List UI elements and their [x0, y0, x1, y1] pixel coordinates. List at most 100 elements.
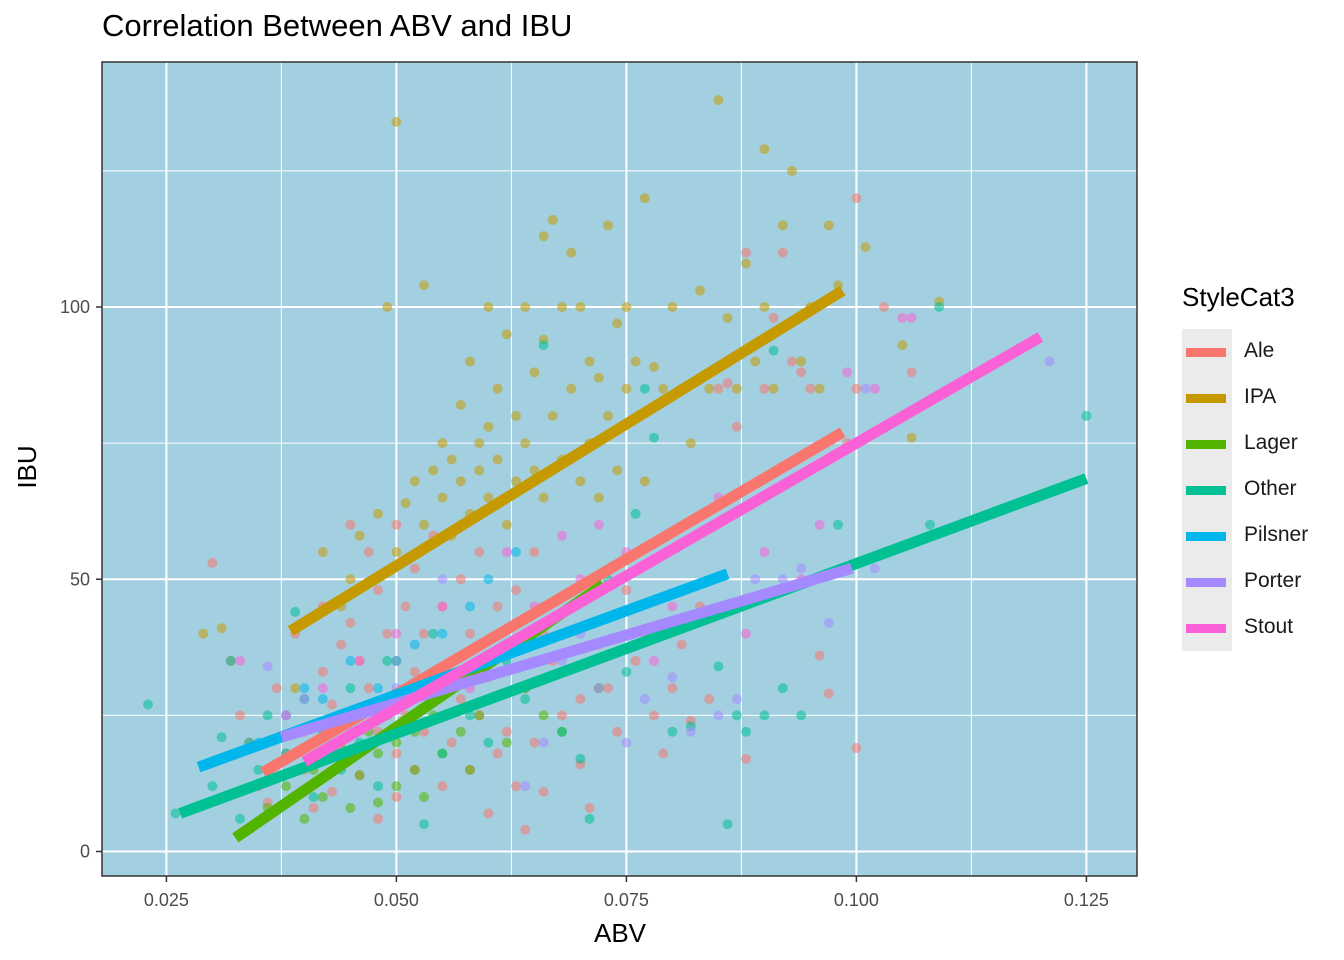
point-ale [621, 585, 632, 596]
point-ale [823, 688, 834, 699]
legend-label: Ale [1244, 339, 1275, 362]
trend-lines [178, 286, 1089, 843]
point-ipa [465, 356, 475, 367]
legend-label: IPA [1244, 385, 1277, 408]
point-lager [474, 710, 485, 721]
plot-border [101, 61, 1138, 877]
point-pilsner [345, 655, 356, 666]
point-lager [455, 726, 466, 737]
point-other [934, 302, 945, 313]
point-ale [777, 247, 788, 258]
point-ipa [538, 231, 549, 242]
point-ale [373, 585, 383, 596]
x-axis-title: ABV [594, 918, 647, 948]
point-ipa [354, 530, 365, 541]
point-ipa [639, 476, 650, 487]
point-porter [299, 694, 310, 705]
point-lager [501, 737, 512, 748]
point-porter [713, 710, 724, 721]
point-pilsner [465, 601, 475, 612]
point-lager [317, 792, 328, 803]
point-ale [731, 421, 742, 432]
legend-keys: Ale IPA Lager Other Pilsner Porter Stout [1182, 329, 1308, 651]
x-tick-label: 0.025 [144, 890, 189, 910]
point-ale [327, 699, 337, 710]
point-ipa [593, 492, 604, 503]
point-other [649, 432, 659, 443]
legend-label: Lager [1244, 431, 1298, 454]
legend-item-ale: Ale [1182, 329, 1342, 375]
point-stout [437, 601, 448, 612]
point-pilsner [483, 574, 494, 585]
point-ale [538, 786, 549, 797]
point-lager [281, 781, 291, 792]
point-porter [621, 737, 632, 748]
point-other [253, 764, 264, 775]
point-ipa [593, 372, 604, 383]
point-lager [465, 764, 475, 775]
point-other [722, 819, 733, 830]
legend-swatch [1186, 440, 1226, 449]
point-ipa [860, 242, 871, 253]
point-ipa [198, 628, 209, 639]
legend-label: Stout [1244, 615, 1294, 638]
point-ale [474, 547, 485, 558]
x-tick-label: 0.050 [374, 890, 419, 910]
point-other [382, 655, 393, 666]
point-porter [685, 726, 696, 737]
point-ipa [713, 95, 724, 106]
point-ipa [373, 508, 383, 519]
point-lager [345, 802, 356, 813]
point-other [796, 710, 807, 721]
point-ale [658, 748, 669, 759]
point-other [308, 792, 319, 803]
point-other [630, 508, 641, 519]
point-ale [879, 302, 889, 313]
point-porter [823, 617, 834, 628]
point-ipa [768, 383, 779, 394]
point-ipa [897, 340, 908, 351]
point-stout [869, 383, 880, 394]
point-ale [492, 601, 503, 612]
trend-line-stout [301, 332, 1044, 767]
point-other [437, 748, 448, 759]
point-ale [529, 737, 540, 748]
point-ipa [759, 302, 770, 313]
point-ale [317, 666, 328, 677]
point-ipa [649, 361, 659, 372]
point-ale [235, 710, 245, 721]
point-porter [520, 781, 531, 792]
point-ipa [685, 438, 696, 449]
point-stout [667, 601, 678, 612]
point-ipa [492, 383, 503, 394]
point-pilsner [317, 694, 328, 705]
point-ipa [216, 623, 227, 634]
point-ale [575, 694, 586, 705]
legend-swatch [1186, 394, 1226, 403]
point-ipa [400, 498, 411, 509]
point-porter [538, 737, 549, 748]
point-ale [649, 710, 659, 721]
point-other [262, 710, 273, 721]
point-stout [235, 655, 245, 666]
point-ale [612, 726, 623, 737]
point-other [768, 345, 779, 356]
point-ipa [382, 302, 393, 313]
point-ipa [823, 220, 834, 231]
point-ipa [621, 383, 632, 394]
legend-label: Other [1244, 477, 1297, 500]
point-stout [906, 312, 917, 323]
point-ale [391, 748, 402, 759]
point-stout [814, 519, 825, 530]
legend-item-porter: Porter [1182, 559, 1342, 605]
point-ale [676, 639, 687, 650]
point-other [731, 710, 742, 721]
point-porter [593, 683, 604, 694]
point-lager [409, 764, 420, 775]
point-ipa [575, 302, 586, 313]
trend-line-other [178, 473, 1089, 819]
point-ale [529, 547, 540, 558]
chart-title: Correlation Between ABV and IBU [102, 8, 573, 43]
point-ale [501, 726, 512, 737]
point-lager [373, 748, 383, 759]
